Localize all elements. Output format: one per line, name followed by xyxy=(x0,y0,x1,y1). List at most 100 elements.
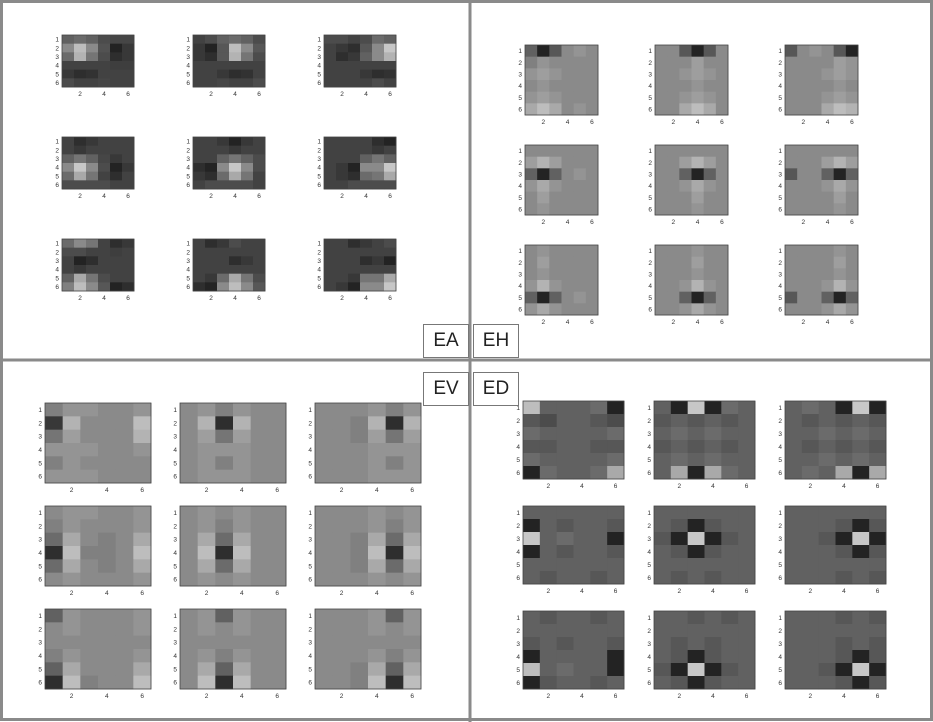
heatmap-cell xyxy=(205,171,218,181)
heatmap-cell xyxy=(797,191,810,204)
heatmap-cell xyxy=(679,280,692,293)
heatmap-cell xyxy=(845,180,859,193)
map-frame xyxy=(61,136,135,190)
heatmap-cell xyxy=(45,572,64,587)
heatmap-cell xyxy=(655,91,668,104)
heatmap-cell xyxy=(45,649,64,663)
heatmap-cell xyxy=(80,559,99,574)
heatmap-cell xyxy=(197,662,216,677)
y-tick-label: 4 xyxy=(648,83,652,90)
heatmap-cell xyxy=(704,427,722,441)
heatmap-cell xyxy=(537,168,550,181)
heatmap-cell xyxy=(233,429,252,444)
heatmap-cell xyxy=(368,443,387,457)
heatmap-cell xyxy=(679,103,692,116)
heatmap-cell xyxy=(549,91,562,104)
heatmap-cell xyxy=(687,558,705,572)
heatmap-cell xyxy=(523,611,541,625)
heatmap-cell xyxy=(193,69,206,79)
heatmap-cell xyxy=(738,401,756,415)
heatmap-cell xyxy=(523,414,541,428)
heatmap-cell xyxy=(193,239,206,249)
heatmap-cell xyxy=(703,203,717,216)
heatmap-cell xyxy=(241,163,254,173)
heatmap-cell xyxy=(525,168,538,181)
y-tick-label: 1 xyxy=(778,615,782,622)
heatmap-cell xyxy=(403,649,422,663)
heatmap-cell xyxy=(350,506,369,520)
heatmap-cell xyxy=(655,303,668,316)
heatmap-cell xyxy=(45,429,64,444)
heatmap-cell xyxy=(372,247,385,257)
heatmap-cell xyxy=(80,456,99,471)
heatmap-cell xyxy=(785,80,798,93)
y-tick-label: 4 xyxy=(778,83,782,90)
heatmap-cell xyxy=(217,171,230,181)
heatmap-cell xyxy=(372,61,385,71)
x-tick-label: 4 xyxy=(580,588,584,595)
heatmap-cell xyxy=(537,80,550,93)
heatmap-cell xyxy=(315,662,334,677)
heatmap-cell xyxy=(241,239,254,249)
heatmap-cell xyxy=(215,649,234,663)
heatmap-cell xyxy=(62,649,81,663)
heatmap-cell xyxy=(384,265,397,275)
heatmap-cell xyxy=(687,571,705,585)
heatmap-cell xyxy=(585,245,599,258)
heatmap-cell xyxy=(110,154,123,164)
heatmap-cell xyxy=(268,429,287,444)
heatmap-cell xyxy=(573,401,591,415)
heatmap-cell xyxy=(797,245,810,258)
map-frame xyxy=(524,144,599,216)
y-tick-label: 6 xyxy=(173,474,177,481)
heatmap-cell xyxy=(667,203,680,216)
heatmap-cell xyxy=(869,611,887,625)
heatmap-cell xyxy=(721,401,739,415)
heatmap-cell xyxy=(193,180,206,190)
heatmap-cell xyxy=(403,519,422,534)
y-tick-label: 5 xyxy=(55,173,59,180)
heatmap-cell xyxy=(835,466,853,480)
y-tick-label: 6 xyxy=(317,284,321,291)
heatmap-cell xyxy=(670,506,689,520)
heatmap-cell xyxy=(315,506,334,520)
heatmap-cell xyxy=(797,280,810,293)
heatmap-cell xyxy=(86,154,99,164)
heatmap-cell xyxy=(549,256,562,269)
heatmap-cell xyxy=(797,168,810,181)
heatmap-cell xyxy=(98,572,117,587)
heatmap-cell xyxy=(193,137,206,147)
heatmap-cell xyxy=(721,637,739,651)
y-tick-label: 2 xyxy=(317,45,321,52)
heatmap-cell xyxy=(809,256,822,269)
x-tick-label: 4 xyxy=(580,483,584,490)
heatmap-cell xyxy=(573,571,591,585)
y-tick-label: 1 xyxy=(647,510,651,517)
heatmap-cell xyxy=(332,559,351,574)
heatmap-cell xyxy=(193,145,206,155)
heatmap-cell xyxy=(336,43,349,53)
heatmap-cell xyxy=(833,45,847,58)
heatmap-cell xyxy=(250,572,269,587)
heatmap-cell xyxy=(315,532,334,547)
heatmap-cell xyxy=(809,103,822,116)
heatmap-cell xyxy=(738,506,756,520)
heatmap-cell xyxy=(590,414,608,428)
y-tick-label: 1 xyxy=(186,241,190,248)
heatmap-cell xyxy=(585,168,599,181)
heatmap-cell xyxy=(86,273,99,283)
x-tick-label: 2 xyxy=(340,693,344,700)
y-tick-label: 2 xyxy=(38,420,42,427)
heatmap-cell xyxy=(115,506,134,520)
heatmap-cell xyxy=(122,247,135,257)
x-tick-label: 6 xyxy=(257,193,261,200)
heatmap-cell xyxy=(585,191,599,204)
heatmap-cell xyxy=(122,256,135,266)
heatmap-cell xyxy=(785,611,803,625)
heatmap-cell xyxy=(691,291,705,304)
